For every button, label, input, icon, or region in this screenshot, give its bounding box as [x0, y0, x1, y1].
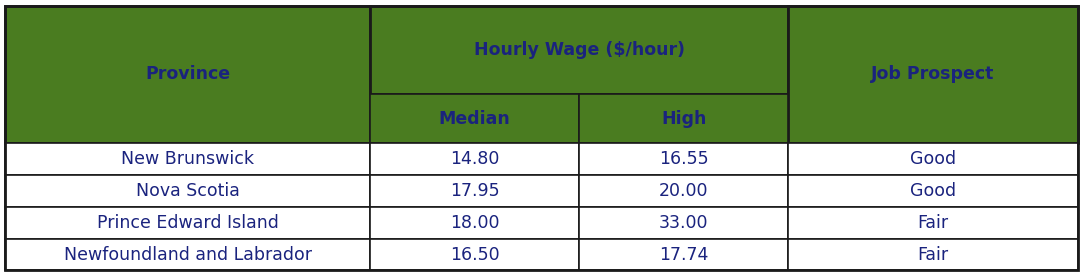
Text: Fair: Fair	[917, 246, 949, 264]
Bar	[579, 175, 788, 207]
Bar	[579, 94, 788, 143]
Text: High: High	[661, 110, 706, 128]
Bar	[370, 94, 579, 143]
Text: Prince Edward Island: Prince Edward Island	[96, 214, 278, 232]
Bar	[788, 239, 1078, 270]
Text: 16.55: 16.55	[658, 150, 708, 168]
Bar	[788, 6, 1078, 143]
Bar	[5, 239, 370, 270]
Bar	[5, 6, 370, 143]
Bar	[370, 143, 579, 175]
Bar	[579, 143, 788, 175]
Text: 33.00: 33.00	[658, 214, 708, 232]
Text: 14.80: 14.80	[449, 150, 499, 168]
Bar	[5, 207, 370, 239]
Text: 20.00: 20.00	[658, 182, 708, 200]
Bar	[370, 207, 579, 239]
Text: Fair: Fair	[917, 214, 949, 232]
Text: Median: Median	[439, 110, 510, 128]
Bar	[579, 239, 788, 270]
Text: Newfoundland and Labrador: Newfoundland and Labrador	[64, 246, 312, 264]
Text: New Brunswick: New Brunswick	[121, 150, 255, 168]
Bar	[788, 175, 1078, 207]
Text: 17.74: 17.74	[658, 246, 708, 264]
Text: Good: Good	[910, 182, 956, 200]
Bar	[788, 207, 1078, 239]
Text: Nova Scotia: Nova Scotia	[135, 182, 239, 200]
Bar	[370, 239, 579, 270]
Bar	[370, 175, 579, 207]
Bar	[5, 143, 370, 175]
Bar	[370, 6, 788, 94]
Text: Good: Good	[910, 150, 956, 168]
Text: Job Prospect: Job Prospect	[871, 65, 994, 83]
Text: 16.50: 16.50	[449, 246, 499, 264]
Text: 18.00: 18.00	[449, 214, 499, 232]
Bar	[788, 143, 1078, 175]
Text: Province: Province	[145, 65, 231, 83]
Text: 17.95: 17.95	[449, 182, 499, 200]
Text: Hourly Wage ($/hour): Hourly Wage ($/hour)	[473, 41, 684, 59]
Bar	[579, 207, 788, 239]
Bar	[5, 175, 370, 207]
